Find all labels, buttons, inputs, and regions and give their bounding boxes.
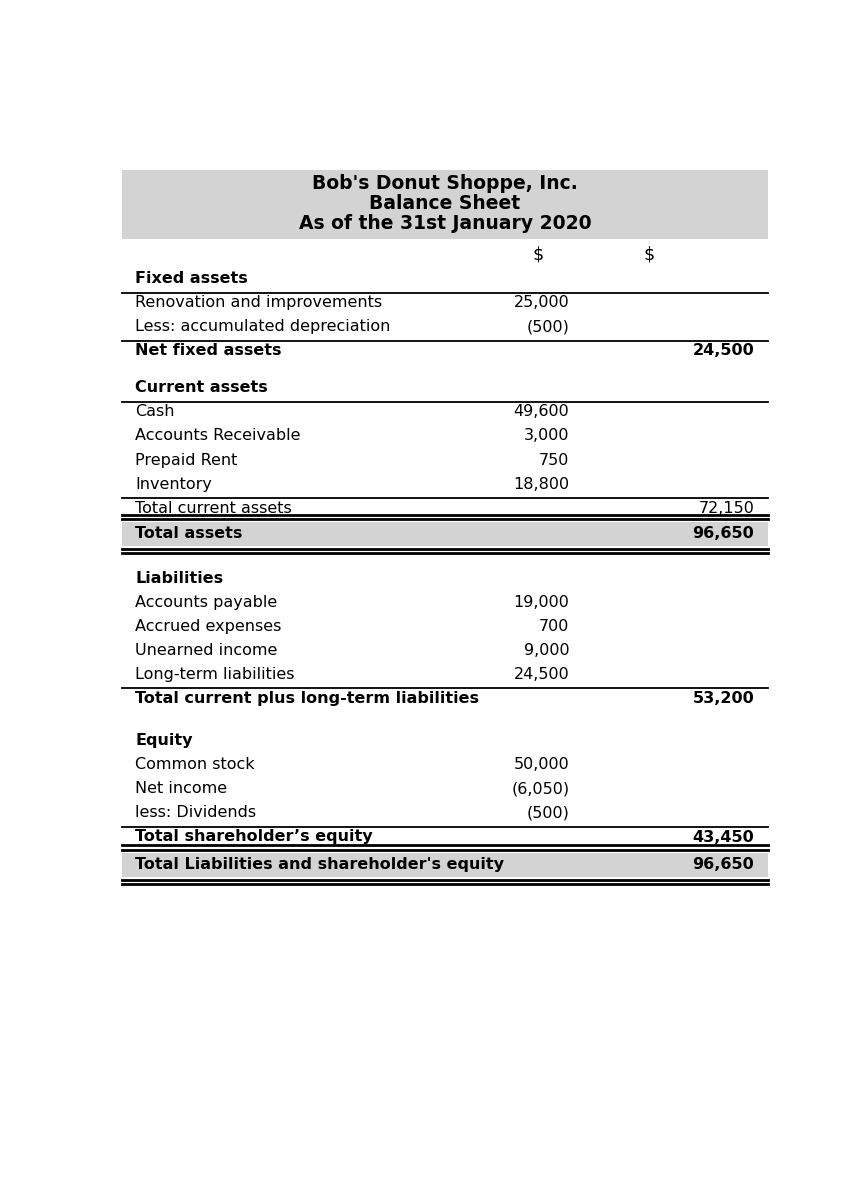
- Text: $: $: [532, 246, 543, 264]
- Text: Total current assets: Total current assets: [135, 500, 293, 516]
- Text: Accounts Receivable: Accounts Receivable: [135, 428, 301, 444]
- Text: Prepaid Rent: Prepaid Rent: [135, 452, 238, 468]
- Text: Balance Sheet: Balance Sheet: [369, 193, 521, 212]
- Text: Inventory: Inventory: [135, 476, 213, 492]
- Text: less: Dividends: less: Dividends: [135, 805, 257, 821]
- Text: Net income: Net income: [135, 781, 227, 797]
- Text: Total assets: Total assets: [135, 527, 243, 541]
- Text: 50,000: 50,000: [514, 757, 569, 773]
- Bar: [122, 522, 768, 546]
- Text: Net fixed assets: Net fixed assets: [135, 343, 282, 359]
- Text: 18,800: 18,800: [513, 476, 569, 492]
- Text: Total current plus long-term liabilities: Total current plus long-term liabilities: [135, 691, 479, 706]
- Text: 72,150: 72,150: [699, 500, 754, 516]
- Text: Current assets: Current assets: [135, 380, 268, 396]
- Text: Cash: Cash: [135, 404, 175, 420]
- Text: 700: 700: [539, 619, 569, 634]
- Bar: [122, 170, 768, 239]
- Text: (500): (500): [526, 319, 569, 335]
- Text: 3,000: 3,000: [523, 428, 569, 444]
- Text: Liabilities: Liabilities: [135, 571, 224, 586]
- Text: 53,200: 53,200: [693, 691, 754, 706]
- Text: 96,650: 96,650: [693, 857, 754, 872]
- Text: Accounts payable: Accounts payable: [135, 595, 278, 610]
- Text: Renovation and improvements: Renovation and improvements: [135, 295, 383, 311]
- Text: 96,650: 96,650: [693, 527, 754, 541]
- Text: Fixed assets: Fixed assets: [135, 271, 248, 287]
- Text: 9,000: 9,000: [523, 643, 569, 658]
- Text: As of the 31st January 2020: As of the 31st January 2020: [299, 215, 591, 234]
- Text: (500): (500): [526, 805, 569, 821]
- Text: (6,050): (6,050): [511, 781, 569, 797]
- Text: $: $: [643, 246, 654, 264]
- Text: Equity: Equity: [135, 733, 193, 749]
- Text: Bob's Donut Shoppe, Inc.: Bob's Donut Shoppe, Inc.: [312, 174, 578, 193]
- Text: Less: accumulated depreciation: Less: accumulated depreciation: [135, 319, 391, 335]
- Bar: [122, 853, 768, 877]
- Text: 43,450: 43,450: [693, 829, 754, 845]
- Text: 24,500: 24,500: [514, 667, 569, 682]
- Text: Accrued expenses: Accrued expenses: [135, 619, 282, 634]
- Text: Total shareholder’s equity: Total shareholder’s equity: [135, 829, 373, 845]
- Text: 24,500: 24,500: [693, 343, 754, 359]
- Text: Unearned income: Unearned income: [135, 643, 278, 658]
- Text: Long-term liabilities: Long-term liabilities: [135, 667, 295, 682]
- Text: Total Liabilities and shareholder's equity: Total Liabilities and shareholder's equi…: [135, 857, 504, 872]
- Text: 19,000: 19,000: [514, 595, 569, 610]
- Text: 49,600: 49,600: [514, 404, 569, 420]
- Text: 25,000: 25,000: [514, 295, 569, 311]
- Text: Common stock: Common stock: [135, 757, 255, 773]
- Text: 750: 750: [539, 452, 569, 468]
